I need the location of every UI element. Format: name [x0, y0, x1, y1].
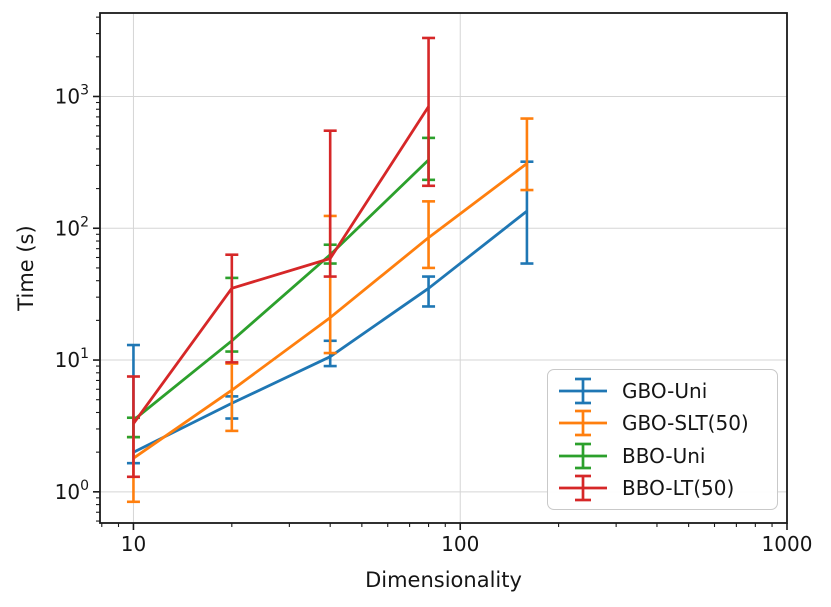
series-bbo-uni — [126, 136, 436, 439]
y-axis-label: Time (s) — [14, 225, 38, 311]
y-tick-label: 100 — [55, 478, 89, 504]
x-axis-label: Dimensionality — [365, 568, 522, 592]
y-tick-label: 103 — [55, 82, 89, 108]
series-line — [132, 158, 430, 422]
legend-item-gbo-slt-50-: GBO-SLT(50) — [558, 409, 767, 437]
errorbar-marker-icon — [559, 377, 607, 405]
legend-item-label: BBO-Uni — [622, 443, 706, 468]
legend-item-label: GBO-Uni — [622, 379, 708, 404]
legend-item-bbo-uni: BBO-Uni — [558, 442, 767, 470]
errorbar-marker-icon — [559, 474, 607, 502]
series-line — [132, 162, 528, 460]
legend-item-gbo-uni: GBO-Uni — [558, 377, 767, 405]
errorbar-marker-icon — [559, 410, 607, 437]
series-line — [132, 105, 430, 425]
legend: GBO-Uni GBO-SLT(50) BBO-Uni BBO-LT(50) — [547, 369, 778, 510]
legend-item-bbo-lt-50-: BBO-LT(50) — [558, 474, 767, 502]
x-tick-label: 100 — [441, 532, 479, 556]
legend-item-label: GBO-SLT(50) — [622, 411, 749, 436]
series-bbo-lt-50- — [126, 36, 436, 479]
y-tick-label: 101 — [55, 346, 89, 372]
x-tick-label: 10 — [121, 532, 146, 556]
series-line — [132, 209, 528, 454]
legend-item-label: BBO-LT(50) — [622, 475, 735, 500]
errorbar-marker-icon — [559, 442, 607, 469]
x-tick-label: 1000 — [762, 532, 813, 556]
y-tick-label: 102 — [55, 214, 89, 240]
